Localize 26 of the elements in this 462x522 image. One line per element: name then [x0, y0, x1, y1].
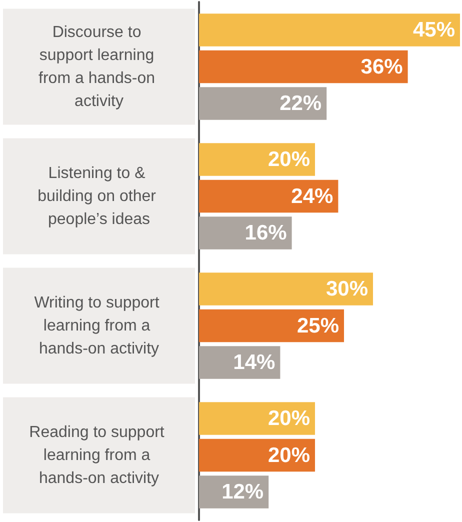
bar: [199, 14, 460, 46]
y-tick-label: Listening to & building on other people’s ideas: [38, 164, 160, 228]
bar: [199, 272, 373, 306]
data-label: 16%: [244, 221, 288, 244]
data-label: 36%: [360, 55, 404, 78]
data-label: 45%: [412, 18, 456, 42]
bar: [199, 309, 344, 342]
y-tick-label: Discourse to support learning from a hands-on activity: [38, 24, 160, 110]
data-label: 30%: [326, 278, 368, 301]
data-label: 24%: [291, 184, 334, 208]
bar: [199, 87, 327, 120]
data-label: 12%: [222, 480, 264, 504]
bar: [199, 180, 338, 213]
y-tick-label: Writing to support learning from a hands-on activity: [34, 294, 164, 358]
data-label: 14%: [233, 350, 276, 374]
data-label: 25%: [296, 314, 340, 338]
bar: [199, 50, 408, 84]
y-tick-label: Reading to support learning from a hands-on activity: [29, 424, 169, 487]
bar: [199, 216, 292, 250]
bar: [199, 438, 315, 472]
data-label: 22%: [280, 92, 322, 115]
data-label: 20%: [268, 407, 310, 430]
bar: [199, 402, 315, 435]
bar: [199, 143, 315, 176]
data-label: 20%: [268, 444, 310, 467]
data-label: 20%: [268, 148, 310, 172]
